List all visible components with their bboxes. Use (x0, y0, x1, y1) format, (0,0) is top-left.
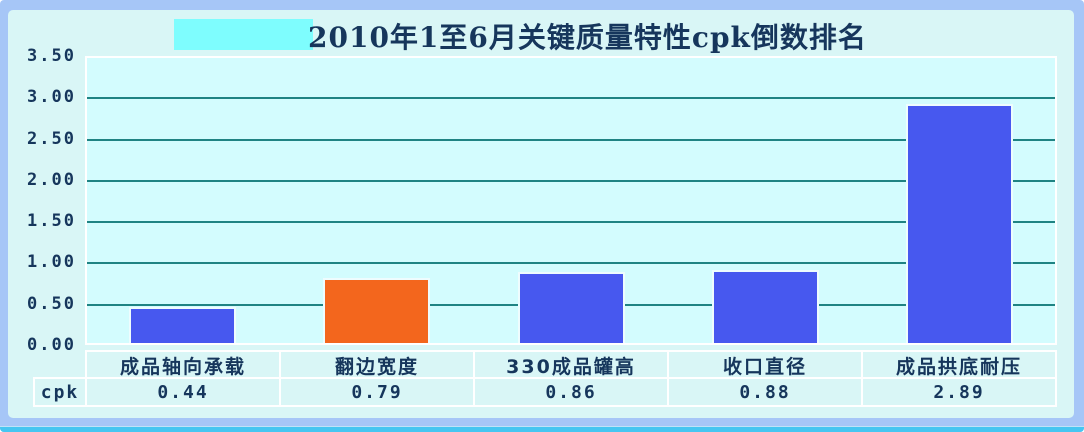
category-label: 收口直径 (667, 352, 861, 379)
cpk-value: 0.79 (279, 379, 473, 405)
chart-canvas: 2010年1至6月关键质量特性cpk倒数排名 成品轴向承载 翻边宽度 330成品罐高… (8, 10, 1074, 418)
y-tick-label: 0.50 (27, 293, 76, 314)
bar-成品拱底耐压 (906, 104, 1014, 343)
bar-收口直径 (711, 270, 819, 343)
category-label: 翻边宽度 (279, 352, 473, 379)
y-tick-label: 1.50 (27, 211, 76, 232)
cpk-value: 0.86 (473, 379, 667, 405)
cpk-value: 0.44 (85, 379, 279, 405)
y-tick-label: 3.50 (27, 46, 76, 66)
cpk-value: 0.88 (667, 379, 861, 405)
plot-area (85, 56, 1057, 345)
gridline (87, 221, 1055, 224)
chart-title: 2010年1至6月关键质量特性cpk倒数排名 (308, 21, 867, 54)
y-tick-label: 0.00 (27, 335, 76, 355)
bottom-accent-strip (0, 426, 1084, 432)
gridline (87, 138, 1055, 141)
bar-成品轴向承载 (128, 306, 236, 343)
category-label: 330成品罐高 (473, 352, 667, 379)
y-tick-label: 1.00 (27, 252, 76, 273)
value-row: cpk 0.44 0.79 0.86 0.88 2.89 (33, 377, 1057, 407)
category-label: 成品拱底耐压 (861, 352, 1057, 379)
bar-翻边宽度 (323, 277, 431, 343)
category-label: 成品轴向承载 (85, 352, 279, 379)
title-highlight-rect (174, 19, 313, 50)
y-tick-label: 2.50 (27, 128, 76, 149)
cpk-value: 2.89 (861, 379, 1057, 405)
bar-330成品罐高 (517, 272, 625, 343)
gridline (87, 179, 1055, 182)
y-tick-label: 3.00 (27, 87, 76, 108)
gridline (87, 97, 1055, 100)
gridline (87, 262, 1055, 265)
category-row: 成品轴向承载 翻边宽度 330成品罐高 收口直径 成品拱底耐压 (85, 350, 1057, 379)
y-tick-label: 2.00 (27, 169, 76, 190)
row-header-cpk: cpk (33, 379, 85, 405)
